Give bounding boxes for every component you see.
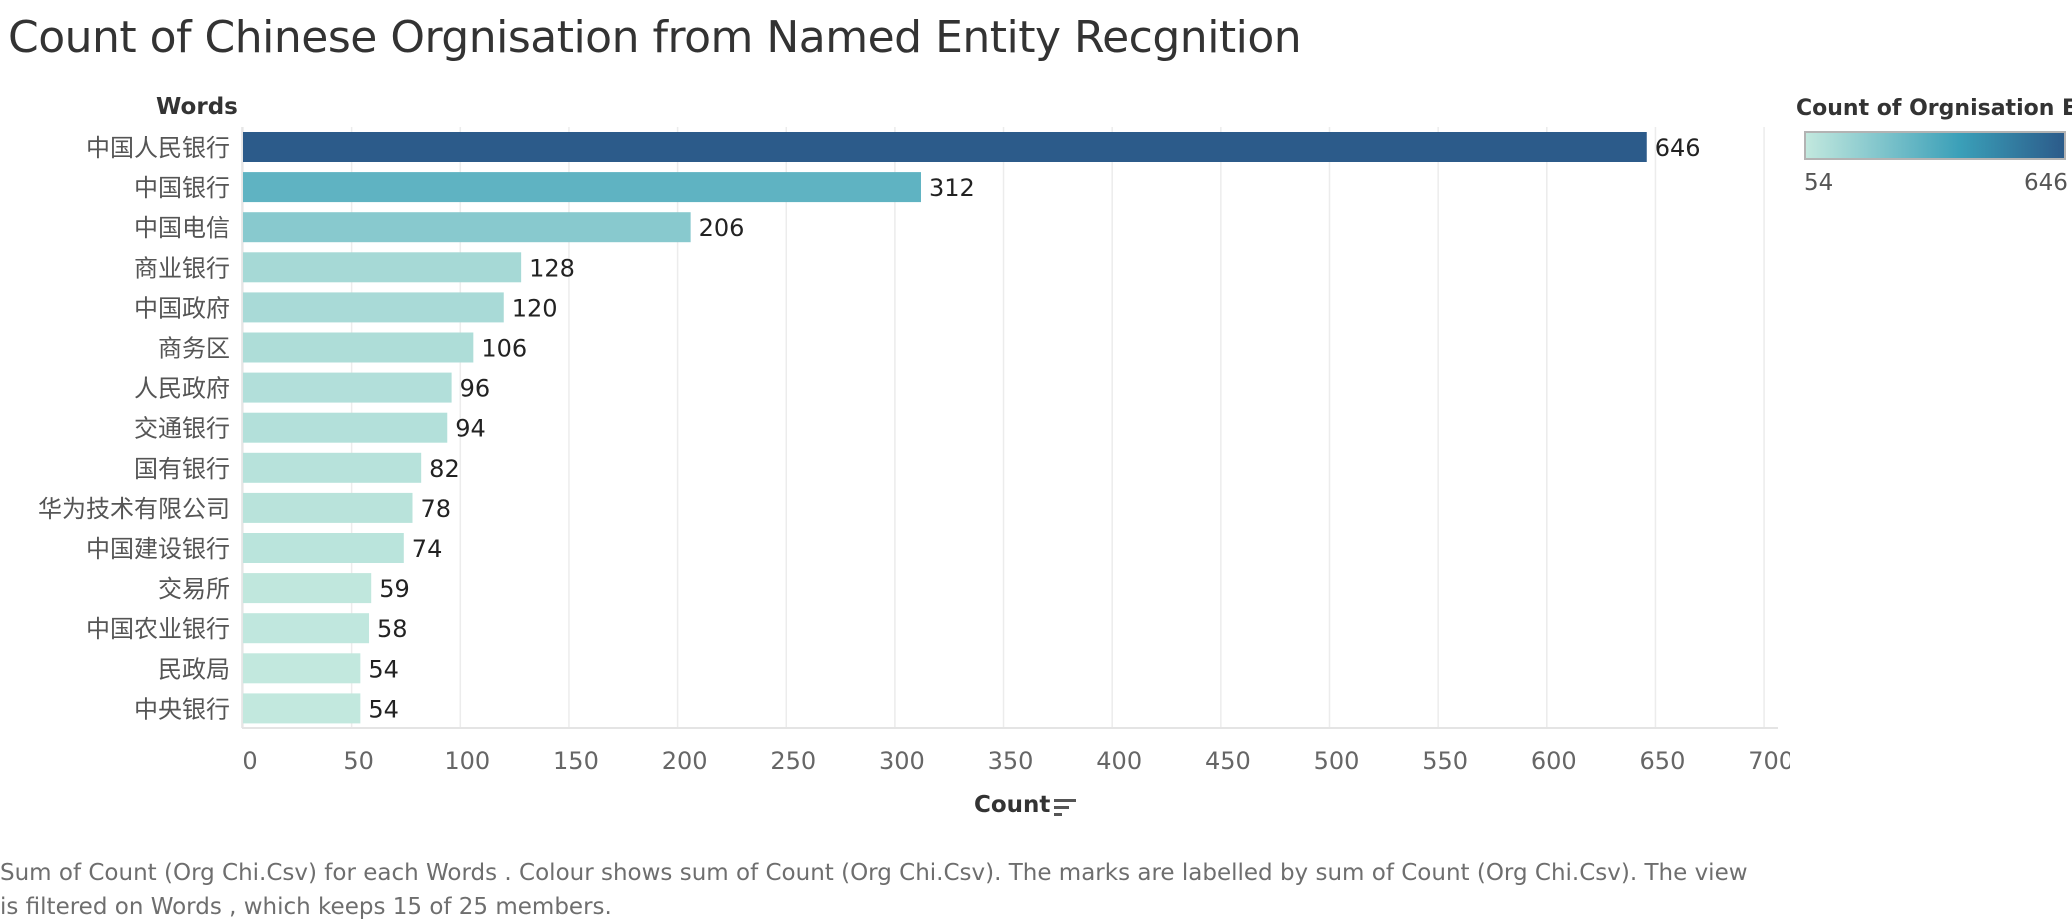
category-label: 民政局 (158, 655, 230, 683)
bar-value-label: 94 (455, 415, 486, 443)
x-tick-label: 0 (242, 747, 257, 775)
category-label: 中国银行 (134, 174, 230, 202)
bar-value-label: 78 (420, 495, 451, 523)
caption: Sum of Count (Org Chi.Csv) for each Word… (0, 860, 1748, 920)
x-tick-label: 650 (1640, 747, 1686, 775)
chart-title: Count of Chinese Orgnisation from Named … (8, 12, 1302, 63)
category-label: 中央银行 (134, 695, 230, 723)
x-tick-label: 400 (1096, 747, 1142, 775)
bar-value-label: 54 (368, 655, 399, 683)
bar-value-label: 106 (481, 335, 527, 363)
x-tick-label: 350 (988, 747, 1034, 775)
bar-value-label: 59 (379, 575, 410, 603)
bar-value-label: 74 (412, 535, 443, 563)
sort-icon[interactable] (1054, 797, 1076, 817)
category-label: 国有银行 (134, 455, 230, 483)
bar-value-label: 96 (460, 375, 491, 403)
bar[interactable] (243, 212, 691, 243)
bar-value-label: 312 (929, 174, 975, 202)
x-tick-label: 550 (1422, 747, 1468, 775)
x-tick-label: 200 (662, 747, 708, 775)
x-tick-label: 100 (444, 747, 490, 775)
bar[interactable] (243, 332, 474, 363)
x-tick-label: 150 (553, 747, 599, 775)
category-label: 交易所 (158, 575, 230, 603)
bars (243, 132, 1647, 724)
x-tick-label: 600 (1531, 747, 1577, 775)
bar[interactable] (243, 452, 422, 483)
bar[interactable] (243, 533, 404, 563)
legend-color-ramp (1804, 131, 2066, 160)
bar-value-label: 646 (1655, 134, 1701, 162)
category-label: 华为技术有限公司 (38, 495, 230, 523)
legend-max-label: 646 (2024, 170, 2068, 196)
bar[interactable] (243, 573, 372, 604)
x-tick-label: 700 (1748, 747, 1790, 775)
legend-min-label: 54 (1804, 170, 1834, 196)
legend-title: Count of Orgnisation E.. (1796, 96, 2072, 121)
category-label: 商业银行 (134, 254, 230, 282)
bar[interactable] (243, 132, 1647, 162)
category-label: 交通银行 (134, 415, 230, 443)
x-tick-label: 50 (343, 747, 374, 775)
category-label: 中国政府 (134, 294, 230, 322)
bar[interactable] (243, 613, 370, 644)
bar-value-label: 54 (368, 695, 399, 723)
bar[interactable] (243, 412, 448, 443)
bar[interactable] (243, 292, 504, 323)
bar-value-label: 58 (377, 615, 408, 643)
x-tick-labels: 0 50 100 150 200 250 300 350 400 450 500 550 600 650 7… (242, 747, 1790, 775)
bar[interactable] (243, 172, 921, 203)
bar[interactable] (243, 492, 413, 523)
category-label: 中国人民银行 (86, 134, 230, 162)
bar[interactable] (243, 653, 361, 684)
bar-value-label: 206 (699, 214, 745, 242)
bar-value-label: 128 (529, 254, 575, 282)
x-tick-label: 450 (1205, 747, 1251, 775)
category-label: 中国建设银行 (86, 535, 230, 563)
bar[interactable] (243, 252, 522, 283)
bar-value-label: 120 (512, 294, 558, 322)
category-label: 人民政府 (134, 375, 230, 403)
x-tick-label: 500 (1314, 747, 1360, 775)
y-axis-header: Words (156, 94, 238, 120)
category-label: 商务区 (158, 335, 230, 363)
x-tick-label: 250 (770, 747, 816, 775)
category-label: 中国农业银行 (86, 615, 230, 643)
bar[interactable] (243, 693, 361, 724)
bar-value-label: 82 (429, 455, 460, 483)
bar[interactable] (243, 372, 452, 403)
x-tick-label: 300 (879, 747, 925, 775)
category-label: 中国电信 (134, 214, 230, 242)
category-labels: 中国人民银行中国银行中国电信商业银行中国政府商务区人民政府交通银行国有银行华为技… (38, 134, 230, 723)
x-axis-label: Count (974, 792, 1051, 818)
